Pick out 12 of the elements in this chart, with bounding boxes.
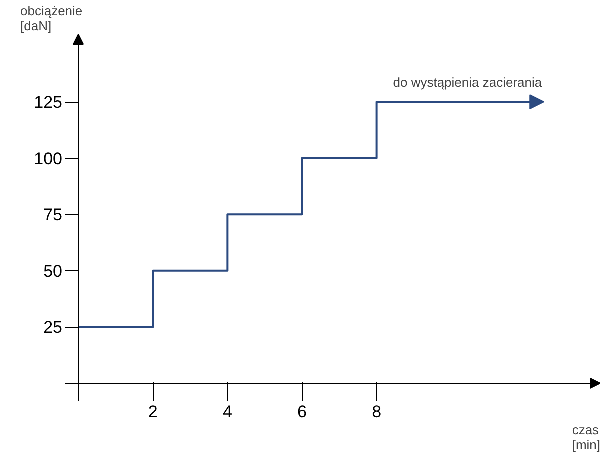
y-axis-title: obciążenie [daN]: [20, 4, 83, 34]
x-tick-label: 8: [372, 402, 382, 422]
x-axis-title: czas [min]: [572, 422, 600, 452]
y-tick-label: 125: [34, 93, 63, 112]
y-tick-label: 50: [44, 262, 63, 281]
y-tick-label: 100: [34, 149, 63, 168]
x-tick-label: 4: [222, 402, 232, 422]
x-tick-label: 2: [148, 402, 158, 422]
x-tick-label: 6: [298, 402, 307, 422]
y-tick-label: 25: [44, 318, 63, 338]
y-tick-label: 75: [44, 206, 63, 225]
annotation: do wystąpienia zacierania: [393, 75, 543, 90]
